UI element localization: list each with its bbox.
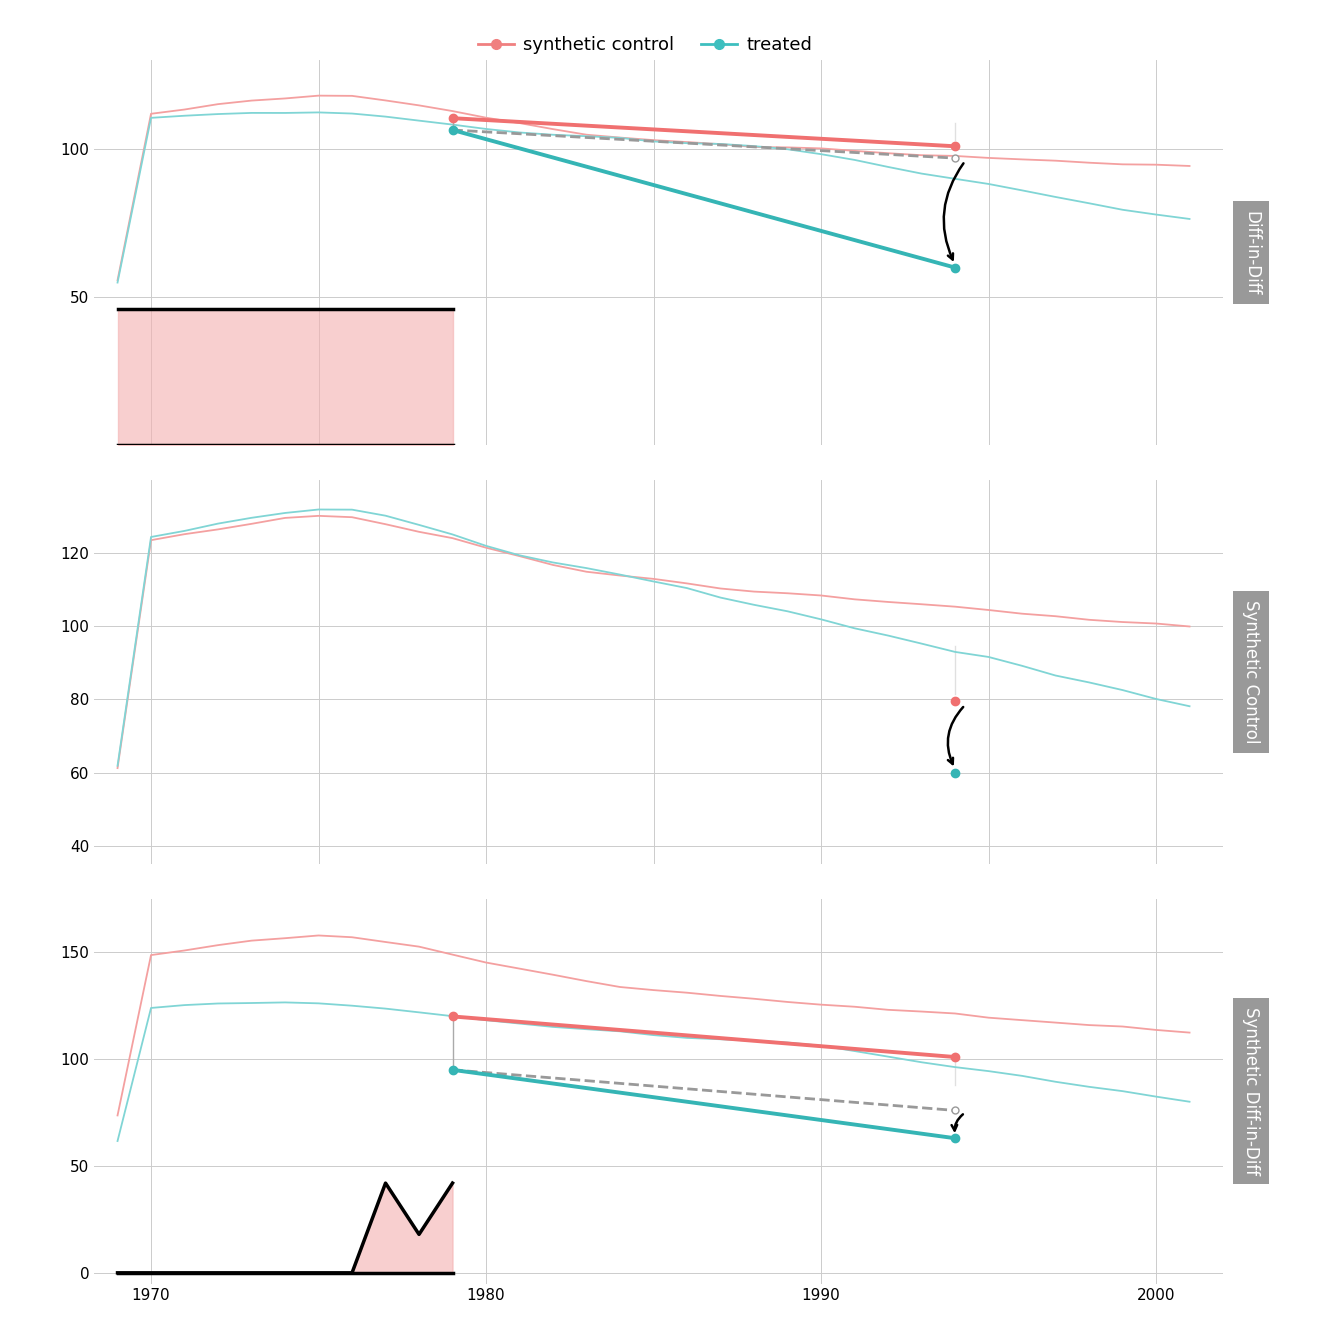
Legend: synthetic control, treated: synthetic control, treated (470, 30, 820, 62)
Text: Synthetic Diff-in-Diff: Synthetic Diff-in-Diff (1242, 1007, 1261, 1175)
Text: Synthetic Control: Synthetic Control (1242, 601, 1261, 743)
Text: Diff-in-Diff: Diff-in-Diff (1242, 211, 1261, 296)
